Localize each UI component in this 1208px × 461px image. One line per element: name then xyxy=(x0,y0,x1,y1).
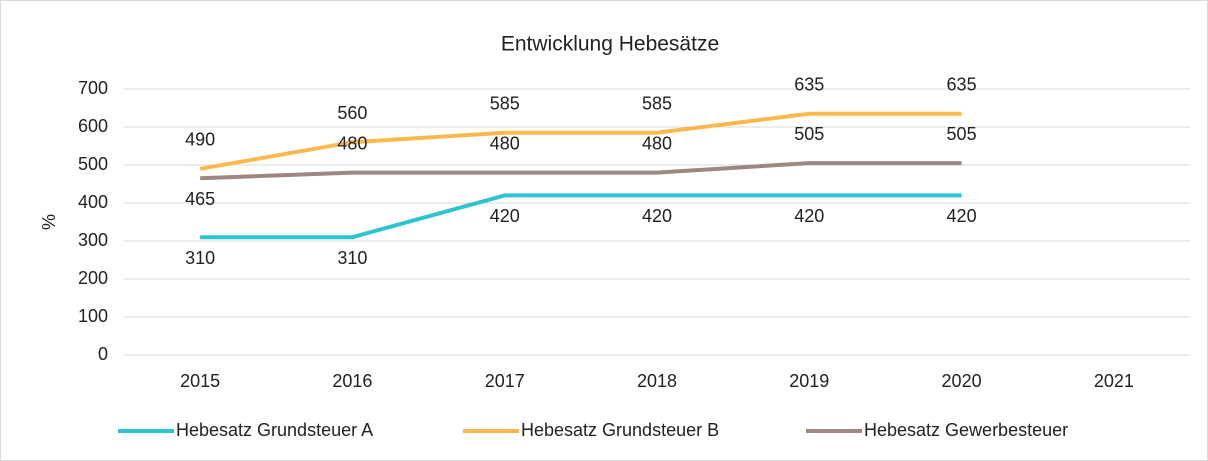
data-label: 635 xyxy=(794,74,824,94)
data-label: 420 xyxy=(947,206,977,226)
data-label: 480 xyxy=(642,133,672,153)
data-label: 420 xyxy=(642,206,672,226)
data-label: 420 xyxy=(794,206,824,226)
data-label: 505 xyxy=(947,124,977,144)
y-tick-label: 600 xyxy=(78,116,108,136)
data-label: 420 xyxy=(490,206,520,226)
chart-title: Entwicklung Hebesätze xyxy=(501,33,719,56)
y-axis-label: % xyxy=(39,214,59,230)
data-label: 560 xyxy=(337,103,367,123)
data-label: 505 xyxy=(794,124,824,144)
x-tick-label: 2015 xyxy=(180,371,220,391)
y-tick-label: 500 xyxy=(78,154,108,174)
x-tick-label: 2019 xyxy=(789,371,829,391)
data-label: 585 xyxy=(642,93,672,113)
x-tick-label: 2017 xyxy=(485,371,525,391)
series-line xyxy=(200,193,962,240)
y-tick-label: 100 xyxy=(78,306,108,326)
y-tick-label: 0 xyxy=(98,344,108,364)
y-tick-label: 300 xyxy=(78,230,108,250)
x-tick-label: 2016 xyxy=(332,371,372,391)
data-label: 490 xyxy=(185,130,215,150)
data-label: 635 xyxy=(947,74,977,94)
y-tick-label: 200 xyxy=(78,268,108,288)
data-label: 585 xyxy=(490,93,520,113)
series-line xyxy=(200,161,962,181)
data-label: 465 xyxy=(185,189,215,209)
x-tick-label: 2018 xyxy=(637,371,677,391)
data-label: 310 xyxy=(185,248,215,268)
legend-label: Hebesatz Grundsteuer A xyxy=(176,420,373,440)
y-tick-label: 700 xyxy=(78,78,108,98)
series-line xyxy=(199,111,962,171)
legend-label: Hebesatz Grundsteuer B xyxy=(521,420,719,440)
x-tick-label: 2021 xyxy=(1094,371,1134,391)
data-label: 310 xyxy=(337,248,367,268)
legend-label: Hebesatz Gewerbesteuer xyxy=(864,420,1068,440)
y-tick-label: 400 xyxy=(78,192,108,212)
data-label: 480 xyxy=(490,133,520,153)
x-tick-label: 2020 xyxy=(942,371,982,391)
data-label: 480 xyxy=(337,133,367,153)
